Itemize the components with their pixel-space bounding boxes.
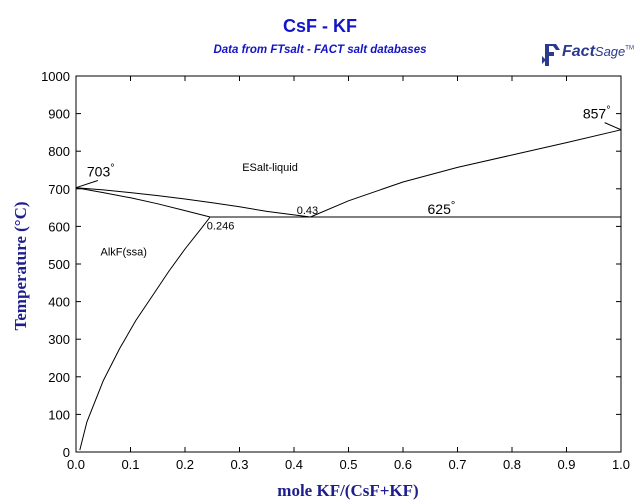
phase-boundary-solvus bbox=[79, 216, 211, 451]
x-tick-label: 0.7 bbox=[448, 457, 466, 472]
y-tick-label: 1000 bbox=[41, 69, 70, 84]
logo-sage: Sage bbox=[594, 44, 626, 59]
phase-boundary-liquidus-left bbox=[75, 187, 311, 218]
leader-line bbox=[604, 122, 622, 131]
annotation-label: 857° bbox=[583, 104, 611, 121]
y-tick-label: 0 bbox=[63, 445, 70, 460]
logo-fact: Fact bbox=[562, 43, 595, 60]
y-tick-label: 100 bbox=[48, 407, 70, 422]
phase-boundary-liquidus-right bbox=[310, 129, 622, 218]
logo-tm: TM bbox=[625, 45, 634, 52]
factsage-logo-icon bbox=[542, 44, 560, 66]
x-tick-label: 0.3 bbox=[230, 457, 248, 472]
x-tick-label: 0.5 bbox=[339, 457, 357, 472]
plot-frame bbox=[75, 75, 622, 453]
x-tick-label: 0.6 bbox=[394, 457, 412, 472]
leader-line bbox=[75, 180, 98, 189]
y-tick-label: 700 bbox=[48, 182, 70, 197]
y-tick-label: 200 bbox=[48, 370, 70, 385]
x-tick-label: 1.0 bbox=[612, 457, 630, 472]
logo-wordmark: FactSageTM bbox=[562, 43, 634, 61]
annotation-label: 625° bbox=[428, 200, 456, 217]
y-axis-title: Temperature (°C) bbox=[11, 201, 30, 330]
y-tick-label: 500 bbox=[48, 257, 70, 272]
y-tick-label: 800 bbox=[48, 144, 70, 159]
annotation-label: ESalt-liquid bbox=[242, 162, 298, 174]
y-tick-label: 400 bbox=[48, 295, 70, 310]
x-tick-label: 0.0 bbox=[67, 457, 85, 472]
y-tick-label: 300 bbox=[48, 332, 70, 347]
x-tick-label: 0.4 bbox=[285, 457, 303, 472]
annotation-label: 703° bbox=[87, 162, 115, 179]
annotation-label: 0.43 bbox=[297, 205, 318, 217]
factsage-logo: FactSageTM bbox=[540, 40, 634, 74]
y-tick-label: 900 bbox=[48, 107, 70, 122]
annotation-label: 0.246 bbox=[207, 220, 235, 232]
annotation-label: AlkF(ssa) bbox=[101, 247, 147, 259]
phase-boundary-solidus bbox=[75, 187, 211, 218]
x-tick-label: 0.8 bbox=[503, 457, 521, 472]
x-tick-label: 0.9 bbox=[557, 457, 575, 472]
y-tick-label: 600 bbox=[48, 219, 70, 234]
chart-title: CsF - KF bbox=[283, 16, 357, 36]
chart-subtitle: Data from FTsalt - FACT salt databases bbox=[213, 44, 427, 56]
x-axis-title: mole KF/(CsF+KF) bbox=[277, 481, 418, 500]
x-tick-label: 0.1 bbox=[121, 457, 139, 472]
x-tick-label: 0.2 bbox=[176, 457, 194, 472]
